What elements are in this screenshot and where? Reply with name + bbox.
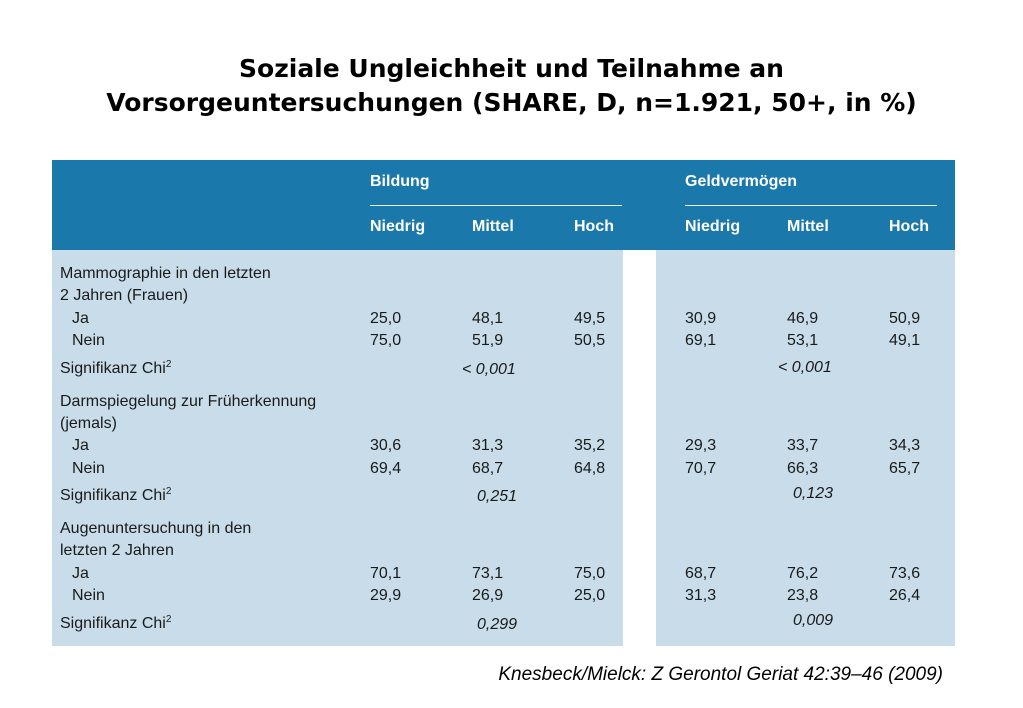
- table-cell: 68,7: [472, 460, 504, 477]
- table-cell: 53,1: [787, 332, 819, 349]
- section-label-augenuntersuchung: Augenuntersuchung in den: [60, 520, 252, 537]
- table-body: [52, 250, 955, 646]
- sig-value-geld: 0,009: [793, 612, 834, 629]
- page-title: Soziale Ungleichheit und Teilnahme an Vo…: [0, 52, 1023, 120]
- table-cell: 50,5: [574, 332, 606, 349]
- table-cell: 69,4: [370, 460, 402, 477]
- col-header-geld-niedrig: Niedrig: [685, 218, 741, 235]
- section-label-mammographie-2: 2 Jahren (Frauen): [60, 287, 189, 304]
- table-cell: 29,9: [370, 587, 402, 604]
- row-label-nein: Nein: [72, 332, 105, 349]
- table-cell: 29,3: [685, 437, 717, 454]
- column-gap-header: [623, 160, 656, 250]
- sig-label: Signifikanz Chi2: [60, 614, 172, 632]
- section-label-augenuntersuchung-2: letzten 2 Jahren: [60, 542, 174, 559]
- table-cell: 31,3: [472, 437, 504, 454]
- table-cell: 23,8: [787, 587, 819, 604]
- group-header-bildung: Bildung: [370, 173, 430, 190]
- table-cell: 51,9: [472, 332, 504, 349]
- table-cell: 25,0: [370, 310, 402, 327]
- table-cell: 26,9: [472, 587, 504, 604]
- col-header-geld-hoch: Hoch: [889, 218, 929, 235]
- table-cell: 66,3: [787, 460, 819, 477]
- table-cell: 75,0: [574, 565, 606, 582]
- sig-label: Signifikanz Chi2: [60, 359, 172, 377]
- sig-value-geld: 0,123: [793, 485, 834, 502]
- table-cell: 50,9: [889, 310, 921, 327]
- sig-label: Signifikanz Chi2: [60, 486, 172, 504]
- section-label-mammographie: Mammographie in den letzten: [60, 265, 271, 282]
- row-label-ja: Ja: [72, 565, 89, 582]
- section-label-darmspiegelung: Darmspiegelung zur Früherkennung: [60, 393, 317, 410]
- source-citation: Knesbeck/Mielck: Z Gerontol Geriat 42:39…: [498, 664, 943, 685]
- table-cell: 33,7: [787, 437, 819, 454]
- title-line-1: Soziale Ungleichheit und Teilnahme an: [239, 54, 784, 83]
- group-divider-geld: [685, 205, 937, 206]
- table-cell: 30,6: [370, 437, 402, 454]
- table-cell: 70,1: [370, 565, 402, 582]
- section-label-darmspiegelung-2: (jemals): [60, 415, 117, 432]
- row-label-ja: Ja: [72, 310, 89, 327]
- table-cell: 70,7: [685, 460, 717, 477]
- table-cell: 34,3: [889, 437, 921, 454]
- row-label-nein: Nein: [72, 460, 105, 477]
- col-header-bildung-hoch: Hoch: [574, 218, 614, 235]
- sig-value-bildung: 0,299: [477, 616, 518, 633]
- sig-value-bildung: 0,251: [477, 488, 518, 505]
- table-cell: 73,6: [889, 565, 921, 582]
- sig-value-bildung: < 0,001: [462, 361, 516, 378]
- table-cell: 46,9: [787, 310, 819, 327]
- col-header-geld-mittel: Mittel: [787, 218, 829, 235]
- col-header-bildung-niedrig: Niedrig: [370, 218, 426, 235]
- table-cell: 75,0: [370, 332, 402, 349]
- table-cell: 68,7: [685, 565, 717, 582]
- table-cell: 25,0: [574, 587, 606, 604]
- table-cell: 30,9: [685, 310, 717, 327]
- col-header-bildung-mittel: Mittel: [472, 218, 514, 235]
- table-cell: 26,4: [889, 587, 921, 604]
- row-label-nein: Nein: [72, 587, 105, 604]
- title-line-2: Vorsorgeuntersuchungen (SHARE, D, n=1.92…: [106, 88, 917, 117]
- group-divider-bildung: [370, 205, 622, 206]
- table-cell: 64,8: [574, 460, 606, 477]
- table-cell: 69,1: [685, 332, 717, 349]
- table-cell: 49,1: [889, 332, 921, 349]
- table-cell: 31,3: [685, 587, 717, 604]
- group-header-geld: Geldvermögen: [685, 173, 798, 190]
- table-cell: 76,2: [787, 565, 819, 582]
- table-cell: 35,2: [574, 437, 606, 454]
- table-cell: 48,1: [472, 310, 504, 327]
- row-label-ja: Ja: [72, 437, 89, 454]
- data-table: Bildung Geldvermögen Niedrig Mittel Hoch…: [52, 160, 955, 646]
- sig-value-geld: < 0,001: [778, 359, 832, 376]
- table-cell: 49,5: [574, 310, 606, 327]
- table-cell: 65,7: [889, 460, 921, 477]
- table-cell: 73,1: [472, 565, 504, 582]
